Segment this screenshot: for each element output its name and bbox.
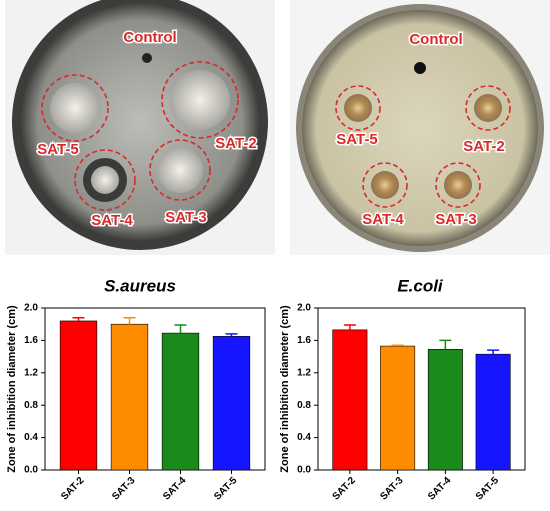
y-tick-label: 2.0 [24, 303, 38, 314]
y-tick-label: 1.2 [24, 367, 38, 378]
chart-title: S.aureus [104, 276, 176, 295]
bar [212, 336, 251, 471]
y-tick-label: 1.6 [297, 335, 311, 346]
chart-title: E.coli [397, 276, 444, 295]
error-bar [174, 324, 187, 334]
photo-label: SAT-5 [336, 131, 377, 148]
x-tick-label: SAT-2 [59, 475, 87, 503]
photo-label: SAT-2 [463, 138, 504, 155]
x-tick-label: SAT-4 [161, 475, 189, 503]
photo-s-aureus: Control SAT-5 SAT-2 SAT-4 SAT-3 [5, 0, 275, 255]
x-tick-label: SAT-5 [212, 475, 240, 503]
plot-frame [44, 307, 266, 471]
y-tick-label: 1.6 [24, 335, 38, 346]
plot-frame [317, 307, 526, 471]
y-axis-label: Zone of inhibition diameter (cm) [6, 305, 18, 473]
bar [332, 329, 368, 471]
photo-label: Control [409, 31, 462, 48]
y-tick-label: 0.4 [24, 432, 38, 443]
photo-label: SAT-4 [362, 211, 404, 228]
photo-label: SAT-4 [91, 212, 133, 229]
y-tick-label: 0.8 [297, 400, 311, 411]
error-bar [391, 344, 404, 347]
y-axis-label: Zone of inhibition diameter (cm) [279, 305, 291, 473]
y-tick-label: 0.4 [297, 432, 311, 443]
photo-label: SAT-3 [435, 211, 476, 228]
y-tick-label: 0.0 [297, 465, 311, 476]
photo-e-coli: Control SAT-5 SAT-2 SAT-4 SAT-3 [290, 0, 550, 255]
bar [59, 320, 98, 471]
error-bar [225, 333, 238, 337]
bar [161, 332, 200, 471]
bar [110, 323, 149, 471]
photo-label: Control [123, 29, 176, 46]
y-tick-label: 0.0 [24, 465, 38, 476]
y-tick-label: 1.2 [297, 367, 311, 378]
error-bar [123, 316, 136, 325]
x-tick-label: SAT-5 [474, 475, 502, 503]
bar [380, 345, 416, 471]
photo-label: SAT-5 [37, 141, 78, 158]
y-tick-label: 2.0 [297, 303, 311, 314]
x-tick-label: SAT-2 [331, 475, 359, 503]
error-bar [72, 316, 85, 321]
bar [475, 353, 511, 471]
error-bar [439, 339, 452, 350]
photo-label: SAT-2 [215, 135, 256, 152]
error-bar [487, 349, 500, 355]
y-tick-label: 0.8 [24, 400, 38, 411]
x-tick-label: SAT-3 [110, 475, 138, 503]
error-bar [343, 324, 356, 330]
x-tick-label: SAT-4 [426, 475, 454, 503]
bar [427, 349, 463, 471]
photo-label: SAT-3 [165, 209, 206, 226]
x-tick-label: SAT-3 [378, 475, 406, 503]
